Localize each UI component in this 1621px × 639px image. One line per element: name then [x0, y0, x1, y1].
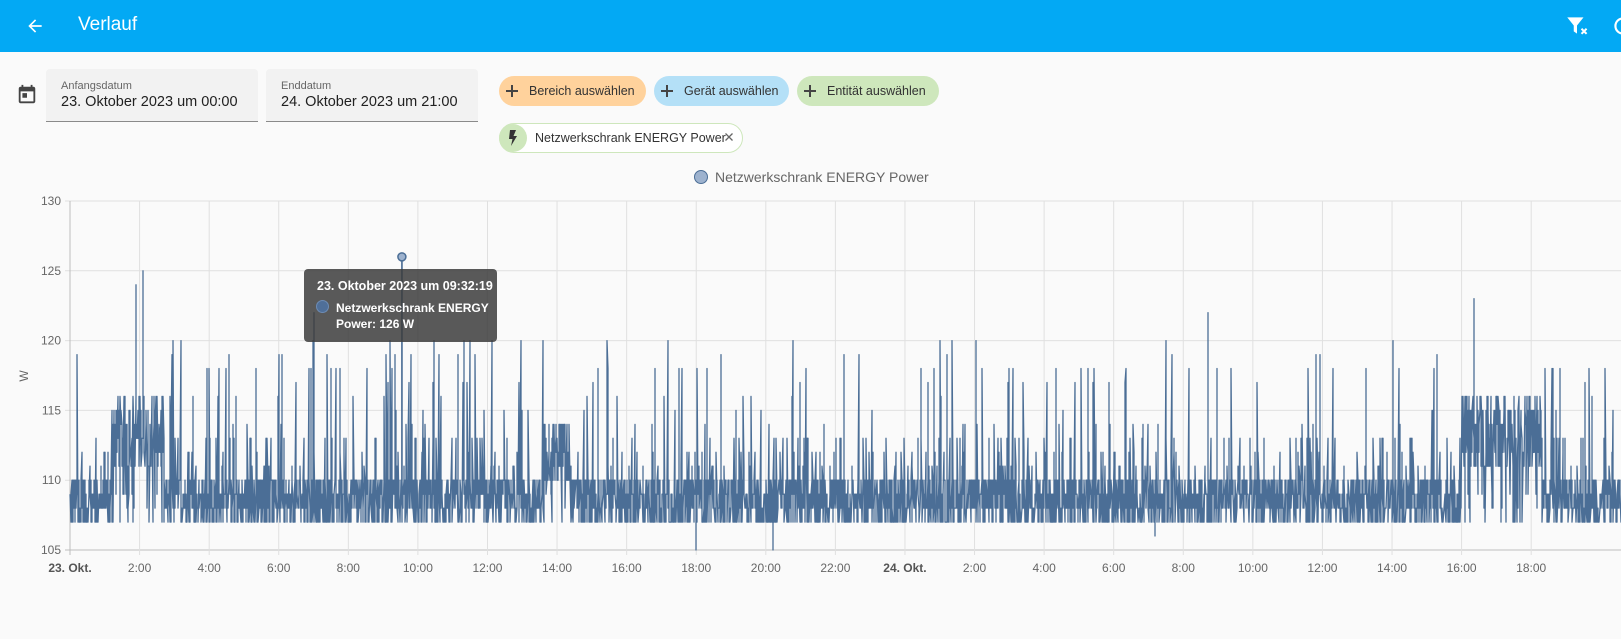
x-tick-label: 14:00 [1377, 561, 1407, 575]
flash-icon [499, 124, 527, 152]
y-tick-label: 130 [41, 194, 61, 208]
chart-tooltip: 23. Oktober 2023 um 09:32:19 Netzwerksch… [304, 269, 497, 342]
choose-device-label: Gerät auswählen [684, 84, 779, 98]
choose-device-button[interactable]: Gerät auswählen [654, 76, 789, 106]
x-tick-label: 8:00 [337, 561, 361, 575]
hovered-data-point[interactable] [397, 252, 407, 262]
history-chart[interactable]: 105 110 115 120 125 130 23. Okt. 2:00 4:00 6:00 8… [0, 185, 1621, 585]
x-tick-label: 18:00 [1516, 561, 1546, 575]
y-axis-label: W [17, 370, 31, 382]
y-tick-label: 115 [42, 403, 61, 417]
calendar-icon [18, 84, 36, 104]
x-tick-label: 6:00 [267, 561, 291, 575]
selected-entity-chip[interactable]: Netzwerkschrank ENERGY Power [499, 123, 743, 153]
back-button[interactable] [22, 13, 48, 39]
tooltip-series-name: Netzwerkschrank ENERGY [336, 301, 489, 315]
x-tick-label: 18:00 [681, 561, 711, 575]
y-tick-label: 120 [41, 334, 61, 348]
x-tick-label: 24. Okt. [883, 561, 926, 575]
x-axis: 23. Okt. 2:00 4:00 6:00 8:00 10:00 12:00 14:00 1… [48, 561, 1546, 575]
chart-legend-item[interactable]: Netzwerkschrank ENERGY Power [694, 169, 929, 185]
selected-entity-label: Netzwerkschrank ENERGY Power [535, 131, 726, 145]
y-tick-label: 105 [41, 543, 61, 557]
y-tick-label: 125 [41, 264, 61, 278]
arrow-left-icon [28, 19, 42, 33]
x-tick-label: 23. Okt. [48, 561, 91, 575]
choose-entity-button[interactable]: Entität auswählen [797, 76, 939, 106]
close-icon[interactable] [722, 130, 736, 144]
y-axis: 105 110 115 120 125 130 [41, 194, 61, 557]
filter-remove-icon [1567, 17, 1588, 35]
x-tick-label: 10:00 [403, 561, 433, 575]
end-date-value: 24. Oktober 2023 um 21:00 [281, 94, 458, 110]
x-tick-label: 8:00 [1172, 561, 1196, 575]
plus-icon [661, 85, 673, 97]
x-tick-label: 4:00 [1032, 561, 1056, 575]
tooltip-series-value: Power: 126 W [336, 317, 415, 331]
end-date-field[interactable]: Enddatum 24. Oktober 2023 um 21:00 [266, 69, 478, 122]
x-tick-label: 2:00 [963, 561, 987, 575]
more-menu-button[interactable] [1610, 13, 1621, 39]
refresh-icon [1614, 17, 1621, 35]
start-date-value: 23. Oktober 2023 um 00:00 [61, 94, 238, 110]
x-tick-label: 22:00 [820, 561, 850, 575]
x-tick-label: 14:00 [542, 561, 572, 575]
page-title: Verlauf [78, 14, 138, 35]
legend-label: Netzwerkschrank ENERGY Power [715, 169, 929, 185]
start-date-label: Anfangsdatum [61, 80, 132, 92]
legend-swatch [694, 170, 708, 184]
tooltip-time: 23. Oktober 2023 um 09:32:19 [317, 279, 493, 293]
series-line-netzwerkschrank-energy-power [69, 256, 1621, 551]
x-tick-label: 12:00 [472, 561, 502, 575]
x-tick-label: 12:00 [1307, 561, 1337, 575]
start-date-field[interactable]: Anfangsdatum 23. Oktober 2023 um 00:00 [46, 69, 258, 122]
top-app-bar: Verlauf [0, 0, 1621, 52]
x-tick-label: 4:00 [197, 561, 221, 575]
x-tick-label: 16:00 [612, 561, 642, 575]
x-tick-label: 6:00 [1102, 561, 1126, 575]
plus-icon [804, 85, 816, 97]
x-tick-label: 16:00 [1447, 561, 1477, 575]
plus-icon [506, 85, 518, 97]
y-tick-label: 110 [42, 473, 61, 487]
choose-area-label: Bereich auswählen [529, 84, 635, 98]
choose-area-button[interactable]: Bereich auswählen [499, 76, 646, 106]
x-tick-label: 20:00 [751, 561, 781, 575]
x-tick-label: 2:00 [128, 561, 152, 575]
tooltip-value: Netzwerkschrank ENERGY Power: 126 W [336, 300, 489, 332]
tooltip-series-swatch [316, 300, 329, 313]
x-tick-label: 10:00 [1238, 561, 1268, 575]
clear-filter-button[interactable] [1564, 13, 1590, 39]
choose-entity-label: Entität auswählen [827, 84, 926, 98]
end-date-label: Enddatum [281, 80, 332, 92]
